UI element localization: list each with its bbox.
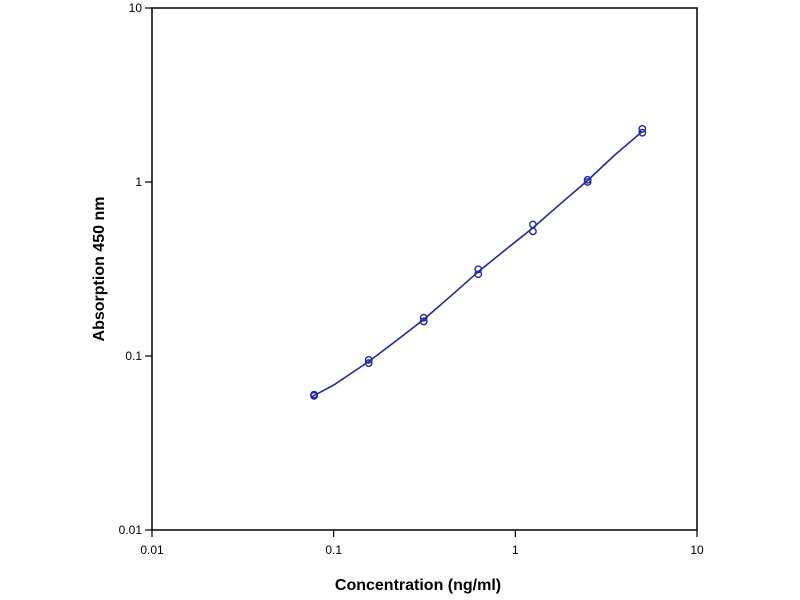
x-tick-label: 10 — [690, 543, 704, 557]
y-tick-label: 10 — [129, 1, 143, 15]
data-point — [638, 124, 647, 133]
x-tick-label: 1 — [512, 543, 519, 557]
y-axis-title: Absorption 450 nm — [91, 197, 108, 342]
data-point — [529, 220, 537, 229]
data-point — [419, 313, 428, 322]
x-tick-label: 0.1 — [325, 543, 342, 557]
data-point — [638, 128, 647, 137]
data-point — [364, 355, 373, 364]
data-point — [310, 390, 318, 399]
data-point — [419, 317, 428, 326]
data-point — [583, 175, 592, 184]
y-tick-label: 1 — [135, 175, 142, 189]
data-point — [474, 270, 483, 279]
x-axis-title: Concentration (ng/ml) — [335, 577, 501, 594]
fit-curve — [310, 130, 643, 398]
plot-frame — [151, 7, 698, 531]
axis-ticks — [145, 7, 698, 537]
data-point — [474, 265, 483, 274]
tick-labels: 0.01 0.1 1 10 0.01 0.1 1 10 — [119, 1, 704, 557]
data-point — [583, 178, 592, 186]
data-point — [364, 359, 373, 368]
data-point — [529, 227, 537, 236]
y-tick-label: 0.1 — [125, 349, 142, 363]
x-tick-label: 0.01 — [140, 543, 164, 557]
y-tick-label: 0.01 — [119, 523, 143, 537]
data-points — [310, 124, 647, 400]
